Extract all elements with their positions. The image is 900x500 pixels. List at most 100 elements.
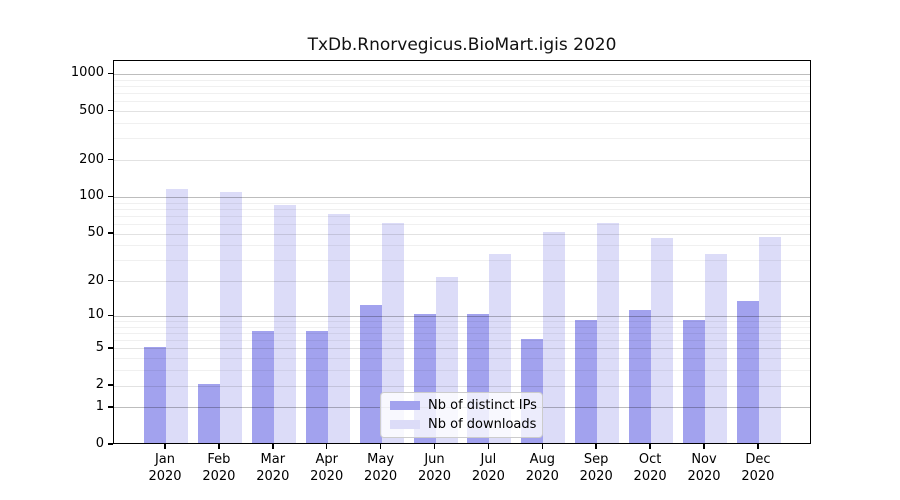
y-tick (108, 158, 113, 161)
gridline (114, 358, 810, 360)
bar-distinct-ips-dec (736, 301, 759, 443)
gridline (114, 260, 810, 262)
bar-downloads-dec (758, 236, 781, 443)
bar-downloads-apr (327, 213, 350, 443)
y-tick-label: 50 (87, 225, 104, 241)
gridline (114, 138, 810, 140)
x-tick (433, 444, 436, 449)
x-tick-label: Nov 2020 (687, 452, 721, 484)
x-tick-label: Jul 2020 (471, 452, 505, 484)
gridline (114, 202, 810, 204)
gridline (114, 245, 810, 247)
bar-distinct-ips-nov (683, 319, 705, 443)
bar-distinct-ips-may (359, 305, 382, 443)
x-tick-label: Dec 2020 (741, 452, 775, 484)
gridline (114, 101, 810, 103)
gridline (114, 208, 810, 210)
x-tick (757, 444, 759, 449)
y-tick (108, 72, 113, 75)
bar-downloads-aug (543, 232, 566, 443)
x-tick-label: Aug 2020 (525, 452, 559, 484)
y-tick (108, 314, 113, 317)
x-tick (541, 444, 544, 449)
gridline (114, 215, 810, 217)
x-tick (379, 444, 382, 449)
gridline (114, 196, 810, 198)
x-tick (487, 444, 490, 449)
legend-label-downloads: Nb of downloads (428, 417, 537, 432)
bar-downloads-mar (273, 205, 296, 443)
legend-swatch-distinct-ips-icon (390, 401, 420, 410)
legend-swatch-downloads-icon (390, 420, 420, 429)
bar-distinct-ips-apr (305, 331, 328, 443)
x-tick (272, 444, 274, 449)
bar-downloads-jan (166, 189, 188, 443)
y-tick-label: 1 (95, 398, 104, 414)
gridline (114, 385, 810, 387)
bar-distinct-ips-mar (251, 331, 274, 443)
gridline (114, 111, 810, 113)
gridline (114, 85, 810, 87)
chart-title: TxDb.Rnorvegicus.BioMart.igis 2020 (307, 35, 617, 55)
x-tick-label: Feb 2020 (202, 452, 236, 484)
y-tick-label: 20 (87, 272, 104, 288)
gridline (114, 340, 810, 342)
x-tick-label: Jan 2020 (148, 452, 182, 484)
gridline (114, 348, 810, 350)
x-tick (325, 444, 328, 449)
x-tick-label: Apr 2020 (310, 452, 344, 484)
y-tick (108, 109, 113, 112)
gridline (114, 123, 810, 124)
x-tick-label: Jun 2020 (417, 452, 452, 484)
gridline (114, 224, 810, 225)
y-tick (108, 232, 113, 234)
x-tick (649, 444, 651, 449)
bar-distinct-ips-oct (629, 309, 652, 443)
gridline (114, 233, 810, 235)
bar-distinct-ips-jan (144, 346, 166, 443)
gridline (114, 281, 810, 283)
y-tick (108, 279, 113, 282)
y-tick-label: 10 (87, 307, 104, 323)
gridline (114, 326, 810, 328)
plot-area (113, 60, 811, 444)
x-tick-label: Oct 2020 (633, 452, 667, 484)
gridline (114, 79, 810, 81)
legend: Nb of distinct IPs Nb of downloads (380, 392, 543, 438)
y-tick (108, 195, 113, 198)
x-tick-label: Mar 2020 (256, 452, 290, 484)
gridline (114, 332, 810, 334)
y-tick (108, 384, 113, 386)
gridline (114, 370, 810, 372)
y-tick-label: 100 (79, 188, 104, 204)
bar-downloads-may (381, 222, 404, 443)
x-tick (595, 444, 597, 449)
y-tick (108, 443, 113, 445)
x-tick-label: Sep 2020 (579, 452, 613, 484)
legend-item-downloads: Nb of downloads (390, 417, 537, 432)
y-tick-label: 200 (79, 151, 104, 167)
gridline (114, 321, 810, 322)
legend-label-distinct-ips: Nb of distinct IPs (428, 398, 537, 413)
legend-item-distinct-ips: Nb of distinct IPs (390, 398, 537, 413)
x-tick (218, 444, 220, 449)
y-tick-label: 5 (95, 339, 104, 355)
bar-downloads-nov (705, 253, 727, 443)
x-tick (164, 444, 166, 449)
y-tick (108, 347, 113, 349)
y-tick-label: 2 (95, 377, 104, 393)
gridline (114, 315, 810, 317)
gridline (114, 73, 810, 75)
x-tick (703, 444, 705, 449)
bar-downloads-sep (597, 223, 620, 443)
y-tick-label: 1000 (70, 65, 104, 81)
gridline (114, 160, 810, 162)
gridline (114, 93, 810, 95)
y-tick-label: 0 (95, 436, 104, 451)
bar-distinct-ips-feb (197, 384, 220, 443)
y-tick-label: 500 (79, 102, 104, 118)
bar-downloads-oct (651, 237, 674, 443)
bar-distinct-ips-sep (575, 319, 598, 443)
bar-downloads-feb (219, 192, 242, 443)
